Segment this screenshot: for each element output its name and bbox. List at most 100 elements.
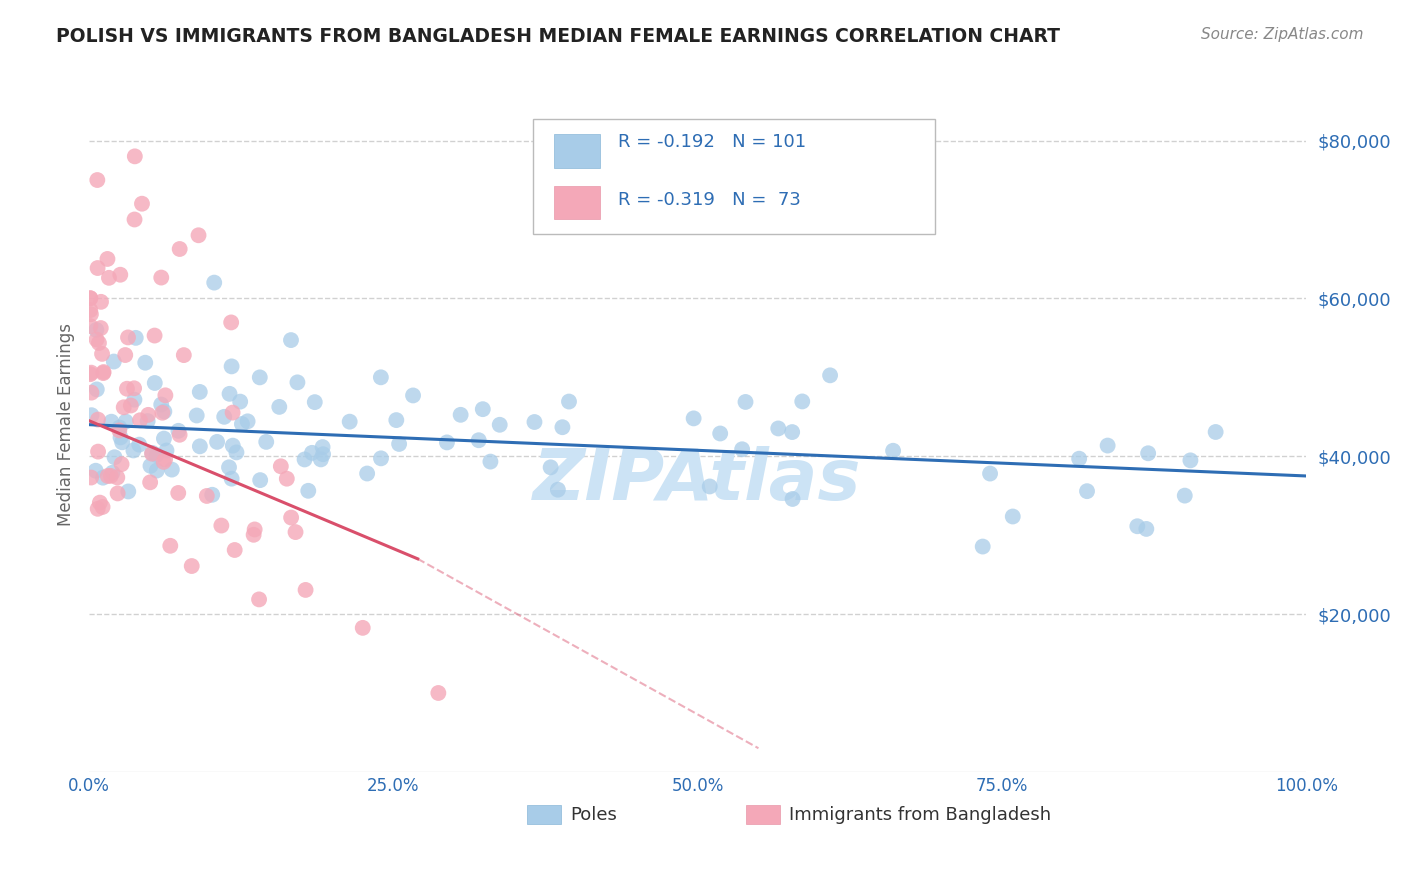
Point: [188, 384, 211, 399]
Point: [79, 292, 101, 306]
Point: [269, 400, 291, 414]
Bar: [527, 805, 561, 824]
Point: [1180, 453, 1202, 467]
Point: [276, 472, 298, 486]
Point: [139, 458, 162, 473]
Point: [284, 525, 307, 540]
Point: [312, 447, 335, 461]
Point: [280, 333, 302, 347]
Point: [231, 417, 253, 431]
Point: [224, 543, 246, 558]
Point: [682, 411, 704, 425]
Point: [139, 475, 162, 490]
Point: [1174, 489, 1197, 503]
Point: [734, 395, 756, 409]
Point: [979, 467, 1001, 481]
Point: [370, 370, 392, 384]
Bar: [747, 805, 780, 824]
Point: [782, 491, 804, 506]
Point: [479, 454, 502, 468]
Point: [124, 392, 146, 407]
Bar: [554, 186, 600, 219]
Point: [167, 424, 190, 438]
Point: [249, 473, 271, 487]
Point: [114, 348, 136, 362]
Point: [287, 376, 309, 390]
Text: ZIPAtlas: ZIPAtlas: [533, 446, 862, 515]
Point: [254, 434, 277, 449]
Point: [167, 486, 190, 500]
Point: [155, 388, 177, 402]
Point: [972, 540, 994, 554]
Point: [385, 413, 408, 427]
Point: [117, 330, 139, 344]
Point: [471, 402, 494, 417]
Point: [91, 500, 114, 514]
Point: [86, 333, 108, 347]
Point: [388, 437, 411, 451]
Point: [97, 469, 120, 483]
Point: [212, 409, 235, 424]
Point: [169, 427, 191, 442]
Point: [93, 365, 115, 379]
Point: [87, 444, 110, 458]
Text: R = -0.192   N = 101: R = -0.192 N = 101: [619, 133, 807, 151]
Point: [136, 408, 159, 422]
Point: [488, 417, 510, 432]
Point: [523, 415, 546, 429]
Point: [122, 443, 145, 458]
Point: [143, 376, 166, 390]
Point: [103, 450, 125, 465]
Point: [136, 414, 159, 428]
Point: [311, 440, 333, 454]
Point: [86, 173, 108, 187]
Point: [159, 539, 181, 553]
Point: [80, 470, 103, 484]
Point: [145, 448, 167, 462]
Point: [169, 242, 191, 256]
Point: [547, 483, 569, 497]
Point: [209, 518, 232, 533]
Point: [1137, 446, 1160, 460]
Point: [402, 388, 425, 402]
Point: [91, 471, 114, 485]
Point: [352, 621, 374, 635]
Point: [249, 370, 271, 384]
Point: [80, 385, 103, 400]
Point: [558, 394, 581, 409]
Point: [540, 460, 562, 475]
Point: [80, 307, 103, 321]
Point: [152, 406, 174, 420]
Point: [115, 382, 138, 396]
Point: [297, 483, 319, 498]
Point: [110, 457, 132, 471]
Point: [143, 328, 166, 343]
Point: [120, 399, 142, 413]
Text: Immigrants from Bangladesh: Immigrants from Bangladesh: [789, 806, 1052, 824]
Point: [1126, 519, 1149, 533]
Point: [141, 447, 163, 461]
Point: [105, 470, 128, 484]
Point: [108, 420, 131, 434]
Point: [150, 398, 173, 412]
Point: [101, 466, 124, 480]
Point: [202, 276, 225, 290]
Point: [370, 451, 392, 466]
Point: [1001, 509, 1024, 524]
Point: [301, 446, 323, 460]
Point: [117, 484, 139, 499]
Point: [229, 394, 252, 409]
Text: Source: ZipAtlas.com: Source: ZipAtlas.com: [1201, 27, 1364, 42]
Point: [86, 501, 108, 516]
Point: [1205, 425, 1227, 439]
Point: [780, 425, 803, 439]
Point: [188, 439, 211, 453]
Point: [134, 356, 156, 370]
Point: [96, 252, 118, 266]
Point: [221, 406, 243, 420]
Point: [731, 442, 754, 457]
Point: [86, 260, 108, 275]
Point: [128, 437, 150, 451]
Point: [218, 460, 240, 475]
Point: [111, 435, 134, 450]
